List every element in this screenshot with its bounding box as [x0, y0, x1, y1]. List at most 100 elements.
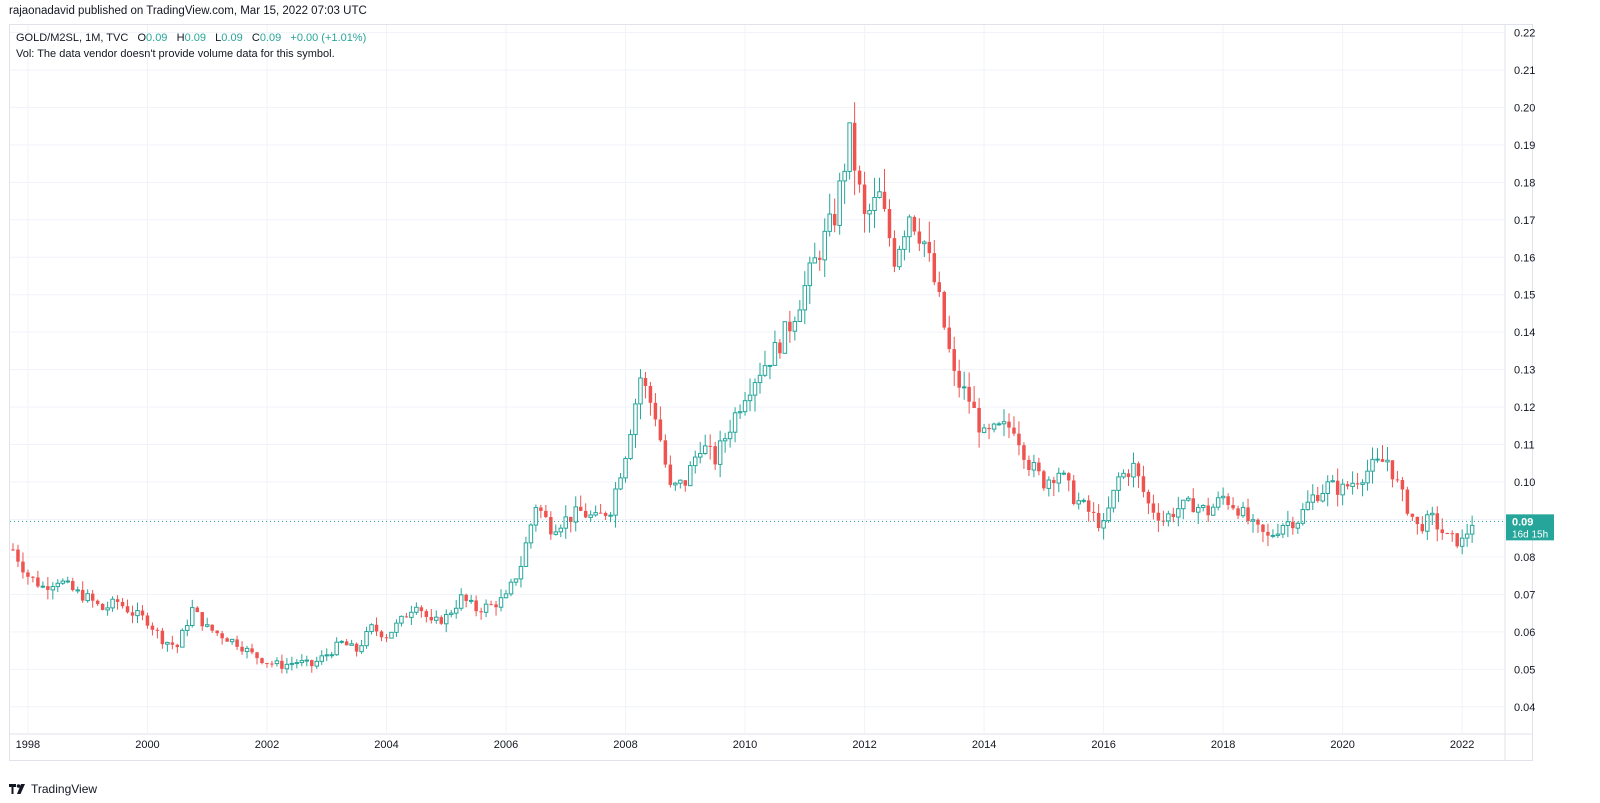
legend-symbol[interactable]: GOLD/M2SL, 1M, TVC [16, 32, 129, 44]
candle-body-down [235, 639, 239, 647]
candle-body-up [732, 412, 738, 433]
candle-body-up [837, 180, 842, 226]
candle-body-up [324, 654, 329, 657]
candle-body-down [643, 377, 648, 386]
candle-body-up [897, 248, 902, 268]
candle-body-down [1027, 459, 1031, 471]
candle-body-down [1420, 524, 1425, 532]
candle-body-down [713, 446, 717, 465]
candle-body-up [1360, 482, 1365, 485]
candle-body-up [1200, 504, 1206, 508]
candle-body-down [1246, 507, 1250, 522]
candle-body-up [50, 586, 56, 591]
candle-body-up [1464, 533, 1470, 539]
y-tick-label: 0.07 [1514, 589, 1535, 601]
footer-brand[interactable]: TradingView [31, 782, 98, 796]
y-tick-label: 0.10 [1514, 477, 1535, 489]
candle-body-up [593, 512, 598, 516]
candle-body-up [414, 606, 419, 613]
candle-body-up [563, 516, 569, 529]
tradingview-logo-icon[interactable] [9, 784, 27, 794]
candle-body-down [952, 349, 956, 371]
candle-body-down [1261, 524, 1265, 532]
x-tick-label: 2014 [972, 739, 996, 751]
candle-body-up [334, 641, 339, 656]
candle-body-down [1071, 480, 1076, 504]
candle-body-down [344, 641, 349, 646]
candle-body-down [16, 549, 20, 562]
candle-body-up [1131, 462, 1136, 478]
candle-body-down [569, 516, 573, 523]
candle-body-up [762, 365, 768, 376]
candle-body-down [215, 630, 219, 634]
candle-body-down [852, 122, 857, 171]
candle-body-down [539, 507, 543, 511]
candle-body-up [1186, 497, 1191, 501]
candle-body-up [105, 607, 110, 611]
candle-body-down [882, 191, 887, 210]
candle-body-down [1405, 489, 1410, 514]
candle-body-up [518, 565, 524, 580]
legend: GOLD/M2SL, 1M, TVC O0.09 H0.09 L0.09 C0.… [16, 30, 366, 62]
last-price-countdown: 16d 15h [1512, 529, 1548, 540]
candle-body-up [1280, 524, 1286, 535]
y-tick-label: 0.17 [1514, 215, 1535, 227]
candle-body-down [1335, 480, 1340, 495]
candle-body-up [558, 527, 564, 533]
candle-body-up [468, 599, 474, 602]
candle-body-down [494, 604, 498, 608]
candle-body-up [996, 423, 1002, 426]
candle-body-down [1126, 473, 1131, 478]
candle-body-down [1052, 480, 1056, 484]
candle-body-up [1166, 513, 1171, 522]
candle-body-down [125, 606, 130, 613]
open-label: O [137, 32, 147, 44]
candle-body-down [225, 638, 229, 642]
candle-body-down [1291, 521, 1295, 529]
candle-body-down [603, 512, 608, 516]
candle-body-down [265, 663, 269, 665]
candle-body-up [329, 654, 334, 657]
candle-body-up [1270, 534, 1276, 537]
candle-body-up [364, 631, 369, 647]
candle-body-down [140, 610, 145, 616]
candle-body-down [578, 506, 583, 511]
candle-body-up [693, 456, 698, 467]
candle-body-up [1370, 458, 1375, 472]
candle-body-up [553, 531, 559, 535]
candle-body-up [702, 445, 708, 455]
candle-body-up [822, 230, 827, 261]
candle-body-down [1256, 519, 1260, 525]
candle-body-up [229, 638, 235, 643]
candle-body-down [972, 401, 976, 408]
candle-body-up [389, 631, 394, 639]
candle-body-down [1380, 459, 1385, 462]
candle-body-down [419, 607, 424, 612]
candle-body-up [1106, 507, 1111, 522]
candle-body-down [160, 630, 165, 645]
candle-body-up [628, 434, 633, 460]
candle-body-up [907, 216, 912, 238]
y-tick-label: 0.06 [1514, 627, 1535, 639]
candle-body-down [220, 633, 224, 639]
candle-body-up [1295, 522, 1301, 529]
candle-body-down [1096, 512, 1101, 529]
candle-body-down [917, 231, 922, 244]
candle-body-up [991, 423, 997, 430]
candle-body-up [981, 427, 987, 433]
candle-body-down [489, 604, 493, 606]
candle-body-down [36, 577, 40, 587]
x-tick-label: 2018 [1211, 739, 1235, 751]
candle-body-up [1195, 506, 1201, 513]
candle-body-up [673, 482, 678, 486]
candle-body-down [1435, 513, 1440, 530]
candle-body-down [424, 611, 429, 617]
candle-body-up [678, 479, 683, 484]
candle-body-down [1191, 498, 1195, 513]
candle-body-down [145, 615, 150, 626]
chart-frame [9, 24, 1533, 761]
candle-body-up [180, 629, 185, 648]
x-tick-label: 2020 [1330, 739, 1354, 751]
candle-body-up [1081, 499, 1086, 502]
